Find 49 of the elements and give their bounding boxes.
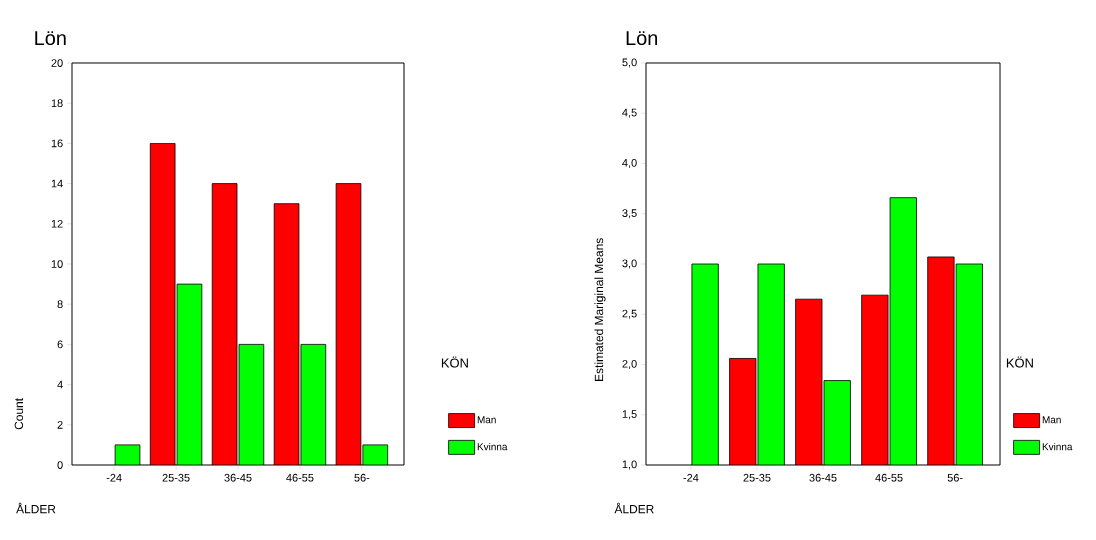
bar xyxy=(150,143,176,465)
y-tick-label: 3,5 xyxy=(622,209,637,219)
x-tick-label: 36-45 xyxy=(809,473,837,482)
legend-label: Kvinna xyxy=(477,442,508,451)
y-tick-label: 4,5 xyxy=(622,108,637,118)
bar xyxy=(239,344,264,465)
y-tick-label: 8 xyxy=(57,300,63,309)
y-axis-title: Estimated Mariginal Means xyxy=(594,238,606,381)
bar xyxy=(212,183,238,465)
y-tick-label: 3,0 xyxy=(622,259,637,269)
x-tick-label: -24 xyxy=(106,473,122,482)
y-tick-label: 20 xyxy=(51,59,63,67)
x-tick-label: 25-35 xyxy=(162,473,190,482)
y-tick-label: 1,0 xyxy=(622,460,637,470)
y-tick-label: 18 xyxy=(51,99,63,108)
y-axis-title: Count xyxy=(14,398,24,430)
x-axis-title: ÅLDER xyxy=(16,502,56,514)
y-tick-label: 4 xyxy=(57,380,63,389)
y-tick-label: 2,0 xyxy=(622,359,637,370)
x-tick-label: -24 xyxy=(683,473,699,482)
bar xyxy=(300,344,326,465)
y-tick-label: 2,5 xyxy=(622,309,637,319)
y-tick-label: 0 xyxy=(57,461,63,469)
y-tick-label: 14 xyxy=(51,179,63,188)
y-tick-label: 10 xyxy=(51,260,63,268)
y-tick-label: 5,0 xyxy=(622,58,637,68)
legend-label: Kvinna xyxy=(1042,442,1073,451)
legend-title: KÖN xyxy=(1006,356,1033,368)
y-tick-label: 1,5 xyxy=(622,410,637,420)
y-tick-label: 16 xyxy=(51,139,63,148)
y-tick-label: 12 xyxy=(51,219,63,228)
x-tick-label: 25-35 xyxy=(743,473,771,482)
y-tick-label: 2 xyxy=(57,420,63,429)
legend-title: KÖN xyxy=(441,356,468,368)
chart-title: Lön xyxy=(35,31,66,46)
x-tick-label: 56- xyxy=(354,473,370,482)
x-tick-label: 46-55 xyxy=(286,473,314,482)
bar xyxy=(177,284,202,465)
x-tick-label: 46-55 xyxy=(875,473,903,482)
bar xyxy=(274,203,299,465)
x-tick-label: 56- xyxy=(947,473,963,482)
y-tick-label: 6 xyxy=(57,340,63,349)
chart-title: Lön xyxy=(626,31,658,46)
bar xyxy=(335,183,362,465)
legend-label: Man xyxy=(1042,416,1061,424)
x-tick-label: 36-45 xyxy=(224,473,252,482)
y-tick-label: 4,0 xyxy=(622,158,637,169)
legend-label: Man xyxy=(477,416,496,424)
x-axis-title: ÅLDER xyxy=(614,502,654,514)
